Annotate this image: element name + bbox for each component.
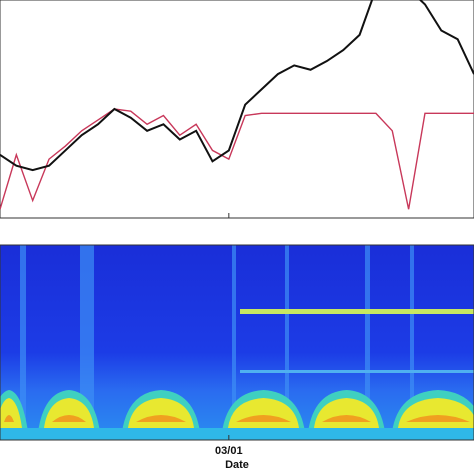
series-line: [0, 0, 474, 172]
lines: [0, 0, 474, 210]
spectro-streak: [232, 245, 236, 440]
spectro-streak: [365, 245, 370, 440]
spectro-floor: [0, 428, 474, 440]
spectro-streak: [285, 245, 289, 440]
spectrogram: [0, 245, 474, 440]
x-axis-label: Date: [225, 459, 249, 471]
spectro-line: [240, 370, 474, 373]
x-tick-label: 03/01: [215, 445, 243, 457]
bottom-frame: [0, 244, 474, 441]
spectro-band: [136, 415, 186, 422]
top-frame: [0, 0, 474, 219]
spectro-band: [322, 415, 371, 422]
spectro-band: [406, 415, 470, 422]
spectro-band: [4, 415, 14, 422]
series-line: [0, 108, 474, 210]
spectro-streak: [80, 245, 94, 440]
spectro-band: [52, 415, 86, 422]
spectro-line: [240, 309, 474, 314]
spectro-band: [236, 415, 291, 422]
spectro-streak: [20, 245, 26, 440]
spectro-streak: [410, 245, 414, 440]
